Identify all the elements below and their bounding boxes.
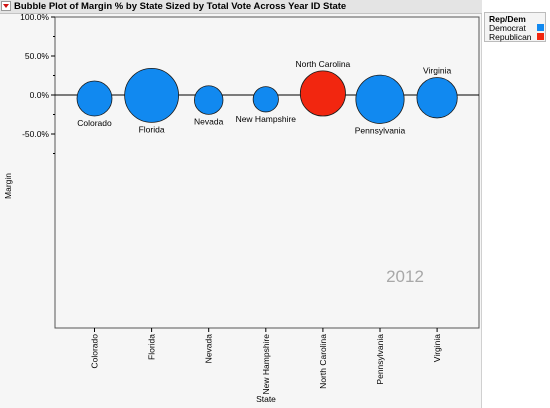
plot-frame <box>54 16 480 329</box>
point-label: Colorado <box>77 118 112 128</box>
legend: Rep/Dem Democrat Republican <box>484 12 546 42</box>
legend-item-republican[interactable]: Republican <box>489 32 532 42</box>
x-tick-label: New Hampshire <box>261 334 271 395</box>
y-tick-label: 50.0% <box>25 51 50 61</box>
bubble-pennsylvania[interactable] <box>355 74 405 124</box>
point-label: Pennsylvania <box>355 125 406 135</box>
y-axis-label: Margin <box>3 173 13 199</box>
year-label: 2012 <box>386 267 424 286</box>
bubble-nevada[interactable] <box>194 85 224 115</box>
x-tick-label: Colorado <box>90 334 100 369</box>
bubbles <box>76 67 458 124</box>
x-tick-label: Nevada <box>204 334 214 364</box>
point-label: New Hampshire <box>236 114 297 124</box>
legend-item-democrat[interactable]: Democrat <box>489 23 526 33</box>
x-axis: Colorado Florida Nevada New Hampshire North … <box>90 328 442 395</box>
bubble-chart: 100.0% 50.0% 0.0% -50.0% Colorado Florida Nev… <box>3 14 480 404</box>
bubble-virginia[interactable] <box>416 77 458 119</box>
y-tick-label: 100.0% <box>20 14 49 22</box>
y-axis: 100.0% 50.0% 0.0% -50.0% <box>20 14 55 154</box>
y-tick-label: 0.0% <box>30 90 50 100</box>
bubble-new-hampshire[interactable] <box>252 86 279 113</box>
point-label: Florida <box>139 124 165 134</box>
bubble-florida[interactable] <box>124 67 180 123</box>
x-tick-label: Pennsylvania <box>375 334 385 385</box>
plot-header: Bubble Plot of Margin % by State Sized b… <box>0 0 482 14</box>
red-triangle-menu-icon[interactable] <box>1 1 11 11</box>
x-axis-label: State <box>256 394 276 404</box>
point-labels: Colorado Florida Nevada New Hampshire North … <box>77 59 451 136</box>
x-tick-label: North Carolina <box>318 334 328 389</box>
legend-swatch-republican <box>537 33 544 40</box>
plot-title: Bubble Plot of Margin % by State Sized b… <box>14 1 347 12</box>
legend-swatch-democrat <box>537 24 544 31</box>
y-tick-label: -50.0% <box>22 129 49 139</box>
x-tick-label: Florida <box>147 334 157 360</box>
legend-title: Rep/Dem <box>489 14 526 24</box>
point-label: Virginia <box>423 66 451 76</box>
x-tick-label: Virginia <box>432 334 442 362</box>
bubble-colorado[interactable] <box>76 80 113 117</box>
point-label: North Carolina <box>295 59 350 69</box>
bubble-north-carolina[interactable] <box>299 70 346 117</box>
point-label: Nevada <box>194 116 224 126</box>
